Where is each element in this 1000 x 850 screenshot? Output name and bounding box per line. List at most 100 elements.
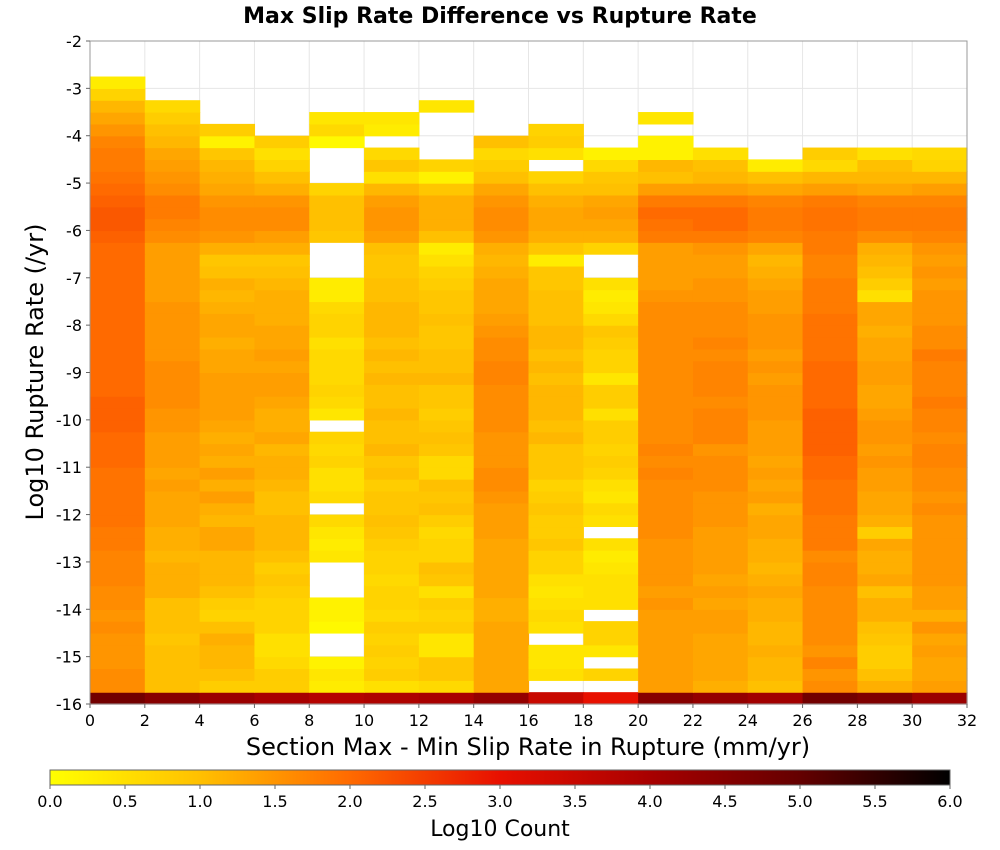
heatmap-cell	[638, 384, 694, 397]
heatmap-cell	[364, 194, 420, 208]
heatmap-cell	[528, 550, 584, 563]
heatmap-cell	[802, 585, 858, 599]
heatmap-cell	[912, 597, 968, 610]
heatmap-cell	[857, 490, 913, 504]
heatmap-cell	[473, 490, 530, 504]
heatmap-cell	[802, 336, 858, 350]
heatmap-cell	[802, 561, 858, 575]
heatmap-cell	[583, 573, 639, 587]
heatmap-cell	[802, 455, 858, 468]
heatmap-cell	[254, 408, 310, 421]
heatmap-cell	[199, 621, 256, 634]
heatmap-cell	[418, 632, 475, 646]
heatmap-cell	[857, 384, 913, 397]
heatmap-cell	[90, 277, 146, 291]
heatmap-cell	[912, 289, 968, 303]
heatmap-cell	[638, 135, 694, 149]
colorbar-tick-label: 0.5	[112, 792, 137, 811]
heatmap-cell	[802, 467, 858, 480]
heatmap-cell	[802, 656, 858, 670]
heatmap-cell	[638, 490, 694, 504]
heatmap-cell	[802, 348, 858, 362]
heatmap-cell	[144, 301, 201, 314]
heatmap-cell	[912, 419, 968, 433]
heatmap-cell	[90, 194, 146, 208]
heatmap-cell	[583, 360, 639, 374]
heatmap-cell	[692, 419, 749, 433]
heatmap-cell	[418, 230, 475, 243]
heatmap-cell	[528, 336, 584, 350]
heatmap-cell	[583, 242, 639, 255]
heatmap-cell	[254, 372, 310, 385]
heatmap-cell	[199, 680, 256, 693]
heatmap-cell	[692, 514, 749, 528]
heatmap-cell	[90, 443, 146, 456]
heatmap-cell	[473, 419, 530, 433]
heatmap-cell	[364, 632, 420, 646]
heatmap-cell	[144, 609, 201, 622]
x-tick-label: 14	[464, 711, 484, 730]
heatmap-cell	[912, 194, 968, 208]
heatmap-cell	[857, 656, 913, 670]
heatmap-cell	[254, 585, 310, 599]
heatmap-cell	[473, 277, 530, 291]
heatmap-cell	[528, 171, 584, 184]
heatmap-cell	[802, 242, 858, 255]
heatmap-cell	[857, 336, 913, 350]
heatmap-cell	[747, 656, 804, 670]
heatmap-cell	[199, 502, 256, 516]
heatmap-cell	[528, 360, 584, 374]
heatmap-cell	[418, 668, 475, 681]
heatmap-cell	[418, 336, 475, 350]
heatmap-cell	[802, 194, 858, 208]
heatmap-cell	[747, 526, 804, 539]
heatmap-cell	[364, 656, 420, 670]
heatmap-cell	[144, 644, 201, 658]
heatmap-cell	[912, 372, 968, 385]
heatmap-cell	[473, 585, 530, 599]
heatmap-cell	[473, 514, 530, 528]
heatmap-cell	[199, 644, 256, 658]
heatmap-cell	[583, 632, 639, 646]
heatmap-cell	[473, 668, 530, 681]
heatmap-cell	[90, 692, 146, 705]
heatmap-cell	[199, 183, 256, 196]
heatmap-cell	[473, 230, 530, 243]
heatmap-cell	[90, 467, 146, 480]
heatmap-cell	[199, 692, 256, 705]
heatmap-cell	[747, 289, 804, 303]
heatmap-cell	[254, 526, 310, 539]
heatmap-cell	[583, 585, 639, 599]
heatmap-cell	[144, 502, 201, 516]
heatmap-cell	[90, 668, 146, 681]
heatmap-cell	[583, 443, 639, 456]
heatmap-cell	[857, 573, 913, 587]
heatmap-cell	[692, 313, 749, 326]
heatmap-cell	[857, 171, 913, 184]
heatmap-cell	[583, 206, 639, 220]
heatmap-cell	[583, 502, 639, 516]
heatmap-cell	[473, 313, 530, 326]
heatmap-cell	[912, 313, 968, 326]
heatmap-cell	[528, 538, 584, 551]
heatmap-cell	[912, 573, 968, 587]
heatmap-cell	[309, 490, 365, 504]
heatmap-cell	[199, 218, 256, 232]
heatmap-cell	[747, 396, 804, 409]
heatmap-cell	[473, 609, 530, 622]
x-tick-label: 8	[304, 711, 314, 730]
heatmap-cell	[309, 550, 365, 563]
heatmap-cell	[418, 313, 475, 326]
heatmap-cell	[583, 313, 639, 326]
heatmap-cell	[418, 325, 475, 338]
heatmap-cell	[857, 265, 913, 279]
heatmap-cell	[692, 644, 749, 658]
heatmap-cell	[254, 431, 310, 445]
heatmap-cell	[364, 277, 420, 291]
heatmap-cell	[857, 632, 913, 646]
heatmap-cell	[309, 372, 365, 385]
heatmap-cell	[144, 656, 201, 670]
heatmap-cell	[857, 621, 913, 634]
heatmap-cell	[144, 135, 201, 149]
heatmap-cell	[802, 147, 858, 160]
